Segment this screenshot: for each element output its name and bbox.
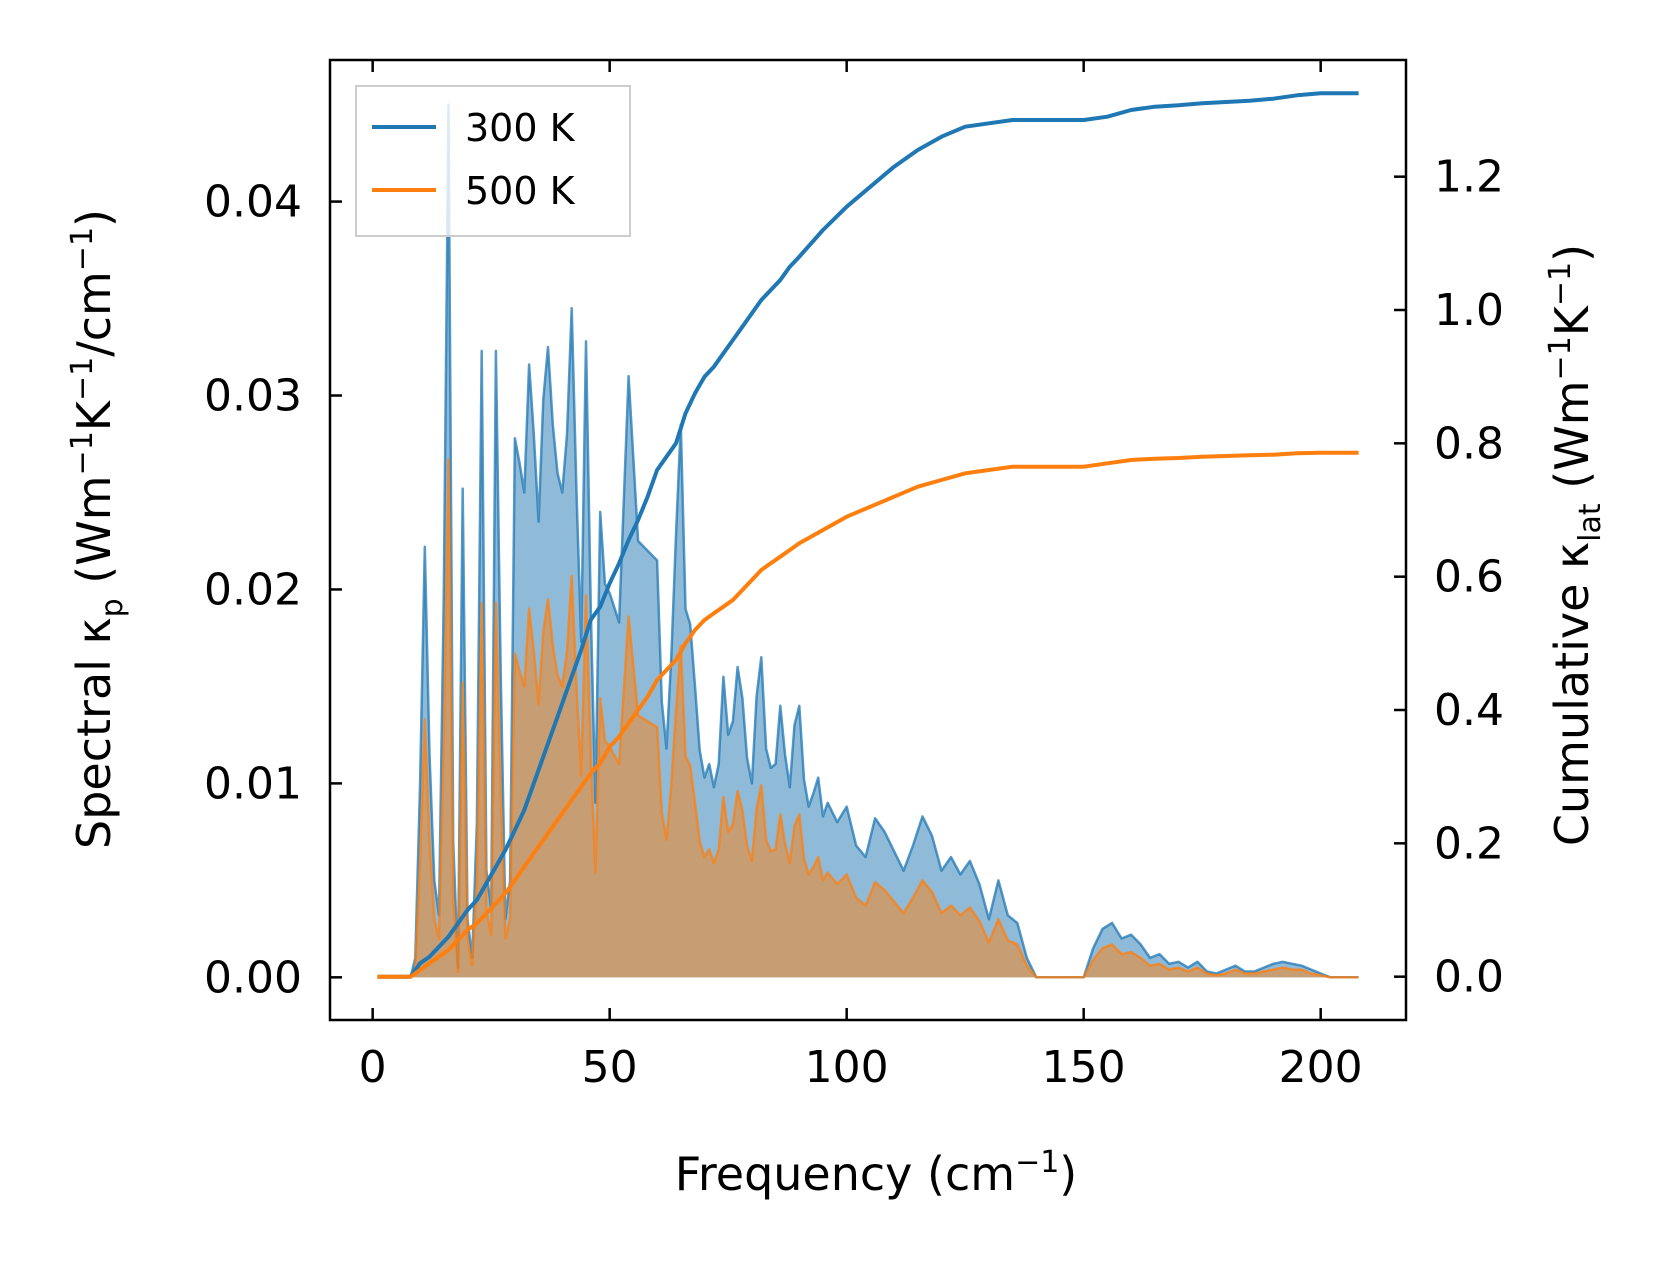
legend-label-300k: 300 K xyxy=(465,106,576,150)
plot-area xyxy=(377,91,1359,979)
x-axis-title: Frequency (cm−1) xyxy=(675,1145,1078,1201)
legend-box xyxy=(355,85,631,237)
y-tick-label-left: 0.01 xyxy=(204,758,302,809)
y-tick-label-right: 0.8 xyxy=(1434,418,1504,469)
y-tick-label-left: 0.04 xyxy=(204,177,302,228)
y-tick-label-left: 0.03 xyxy=(204,371,302,422)
x-tick-label: 150 xyxy=(1042,1042,1126,1093)
y-tick-label-left: 0.02 xyxy=(204,564,302,615)
cumulative-line-1 xyxy=(377,450,1359,979)
x-tick-label: 100 xyxy=(805,1042,889,1093)
legend-label-500k: 500 K xyxy=(465,169,576,213)
y-tick-label-right: 0.0 xyxy=(1434,952,1504,1003)
y-axis-title-right: Cumulative κlat (Wm−1K−1) xyxy=(1543,244,1608,846)
spectral-area-1 xyxy=(377,459,1359,978)
x-tick-label: 200 xyxy=(1279,1042,1363,1093)
y-axis-title-left: Spectral κp (Wm−1K−1/cm−1) xyxy=(65,209,130,849)
y-tick-label-right: 0.6 xyxy=(1434,552,1504,603)
plot-frame xyxy=(328,58,1408,1022)
spectral-line-1 xyxy=(377,458,1359,979)
y-tick-label-left: 0.00 xyxy=(204,952,302,1003)
y-tick-label-right: 0.2 xyxy=(1434,818,1504,869)
axes: 0 50 100 150 200 0.00 0.01 0.02 0.03 0.04 0.0 0.2 0.… xyxy=(204,58,1504,1093)
spectral-line-0 xyxy=(377,103,1359,979)
cumulative-line-0 xyxy=(377,91,1359,979)
y-tick-label-right: 1.0 xyxy=(1434,285,1504,336)
y-tick-label-right: 1.2 xyxy=(1434,152,1504,203)
x-tick-label: 50 xyxy=(582,1042,638,1093)
x-tick-label: 0 xyxy=(359,1042,387,1093)
y-tick-label-right: 0.4 xyxy=(1434,685,1504,736)
legend: 300 K 500 K xyxy=(355,85,631,237)
